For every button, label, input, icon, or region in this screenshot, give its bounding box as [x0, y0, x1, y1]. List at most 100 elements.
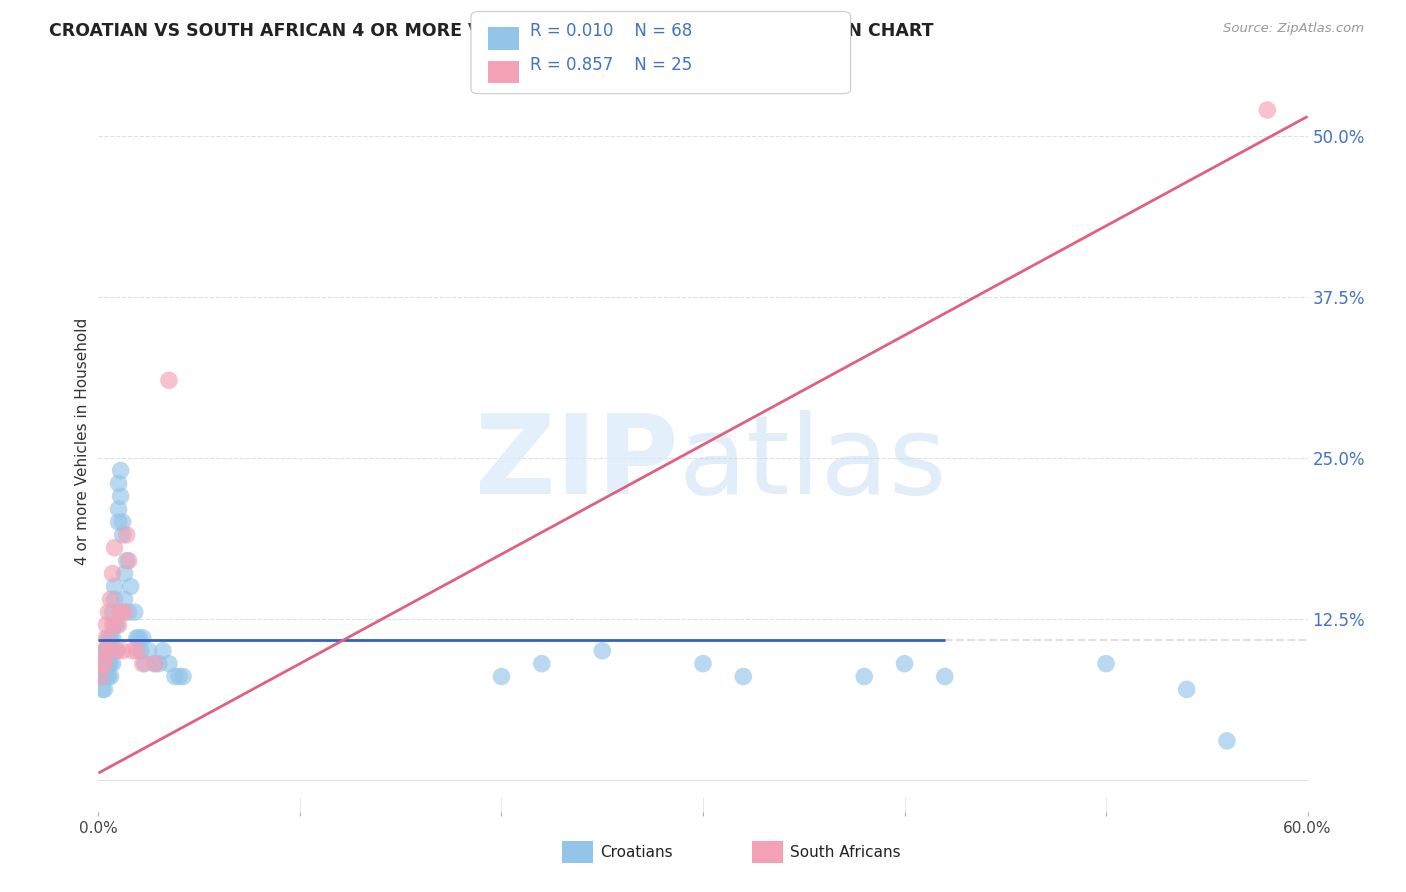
Point [1216, 734, 1239, 748]
Point [163, 669, 186, 683]
Point [97, 657, 120, 671]
Y-axis label: 4 or more Vehicles in Household: 4 or more Vehicles in Household [75, 318, 90, 566]
Point [110, 605, 132, 619]
Point [1175, 682, 1198, 697]
Point [115, 554, 138, 568]
Point [692, 657, 714, 671]
Point [93, 682, 115, 697]
Point [128, 631, 150, 645]
Point [101, 618, 124, 632]
Point [152, 644, 174, 658]
Point [96, 669, 118, 683]
Point [96, 631, 118, 645]
Point [91, 682, 114, 697]
Point [118, 554, 141, 568]
Text: South Africans: South Africans [790, 845, 901, 860]
Point [97, 631, 120, 645]
Point [89, 669, 111, 683]
Point [103, 579, 125, 593]
Point [93, 644, 115, 658]
Point [101, 644, 124, 658]
Point [93, 669, 115, 683]
Point [124, 605, 146, 619]
Point [132, 657, 155, 671]
Point [118, 605, 141, 619]
Point [93, 644, 115, 658]
Point [97, 644, 120, 658]
Point [105, 644, 128, 658]
Point [114, 592, 136, 607]
Point [100, 644, 122, 658]
Point [111, 515, 134, 529]
Point [96, 644, 118, 658]
Point [93, 657, 115, 671]
Point [96, 657, 118, 671]
Point [129, 644, 152, 658]
Point [93, 657, 115, 671]
Point [120, 579, 142, 593]
Point [97, 657, 120, 671]
Point [530, 657, 553, 671]
Point [591, 644, 613, 658]
Point [143, 657, 166, 671]
Point [143, 657, 166, 671]
Point [105, 644, 128, 658]
Point [1095, 657, 1118, 671]
Point [96, 618, 118, 632]
Point [138, 644, 160, 658]
Point [100, 644, 122, 658]
Point [853, 669, 876, 683]
Point [101, 605, 124, 619]
Point [97, 605, 120, 619]
Point [107, 476, 129, 491]
Point [172, 669, 194, 683]
Point [96, 657, 118, 671]
Point [157, 373, 180, 387]
Point [157, 657, 180, 671]
Point [101, 566, 124, 581]
Point [121, 644, 143, 658]
Point [114, 605, 136, 619]
Point [103, 618, 125, 632]
Point [91, 657, 114, 671]
Point [105, 618, 128, 632]
Point [100, 657, 122, 671]
Point [733, 669, 755, 683]
Point [111, 528, 134, 542]
Point [107, 515, 129, 529]
Point [111, 644, 134, 658]
Point [107, 502, 129, 516]
Point [110, 489, 132, 503]
Text: R = 0.857    N = 25: R = 0.857 N = 25 [530, 56, 692, 74]
Text: CROATIAN VS SOUTH AFRICAN 4 OR MORE VEHICLES IN HOUSEHOLD CORRELATION CHART: CROATIAN VS SOUTH AFRICAN 4 OR MORE VEHI… [49, 22, 934, 40]
Point [101, 631, 124, 645]
Point [132, 631, 155, 645]
Point [100, 669, 122, 683]
Point [148, 657, 170, 671]
Point [97, 644, 120, 658]
Point [96, 644, 118, 658]
Point [1256, 103, 1278, 117]
Point [491, 669, 513, 683]
Point [134, 657, 156, 671]
Point [934, 669, 956, 683]
Point [100, 592, 122, 607]
Point [89, 669, 111, 683]
Point [114, 566, 136, 581]
Point [91, 657, 114, 671]
Point [100, 631, 122, 645]
Point [167, 669, 190, 683]
Text: Source: ZipAtlas.com: Source: ZipAtlas.com [1223, 22, 1364, 36]
Text: R = 0.010    N = 68: R = 0.010 N = 68 [530, 22, 692, 40]
Point [125, 631, 148, 645]
Text: atlas: atlas [679, 410, 948, 517]
Point [110, 463, 132, 477]
Point [103, 541, 125, 555]
Point [97, 669, 120, 683]
Point [101, 657, 124, 671]
Text: ZIP: ZIP [475, 410, 679, 517]
Point [103, 592, 125, 607]
Point [893, 657, 915, 671]
Point [107, 618, 129, 632]
Point [125, 644, 148, 658]
